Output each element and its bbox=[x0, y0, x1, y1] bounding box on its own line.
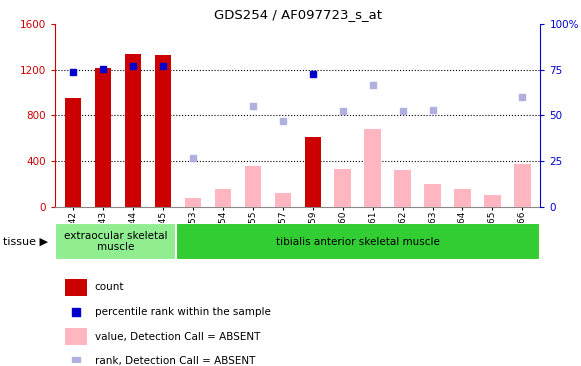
Bar bbox=[394, 170, 411, 207]
Bar bbox=[55, 223, 177, 260]
Title: GDS254 / AF097723_s_at: GDS254 / AF097723_s_at bbox=[214, 8, 382, 21]
Bar bbox=[245, 165, 261, 207]
Text: tissue ▶: tissue ▶ bbox=[3, 236, 48, 247]
Bar bbox=[454, 189, 471, 207]
Bar bbox=[335, 169, 351, 207]
Text: value, Detection Call = ABSENT: value, Detection Call = ABSENT bbox=[95, 332, 260, 342]
Text: tibialis anterior skeletal muscle: tibialis anterior skeletal muscle bbox=[277, 236, 440, 247]
Bar bbox=[304, 137, 321, 207]
Bar bbox=[65, 279, 87, 296]
Bar bbox=[95, 68, 112, 207]
Bar bbox=[125, 53, 141, 207]
Text: percentile rank within the sample: percentile rank within the sample bbox=[95, 307, 271, 317]
Bar bbox=[484, 195, 501, 207]
Bar bbox=[177, 223, 540, 260]
Bar bbox=[364, 129, 381, 207]
Text: count: count bbox=[95, 282, 124, 292]
Bar bbox=[214, 189, 231, 207]
Bar bbox=[65, 329, 87, 345]
Text: rank, Detection Call = ABSENT: rank, Detection Call = ABSENT bbox=[95, 355, 255, 366]
Bar bbox=[185, 198, 201, 207]
Bar bbox=[514, 164, 530, 207]
Bar bbox=[275, 193, 291, 207]
Text: extraocular skeletal
muscle: extraocular skeletal muscle bbox=[64, 231, 167, 253]
Bar bbox=[65, 98, 81, 207]
Bar bbox=[424, 184, 441, 207]
Bar bbox=[155, 55, 171, 207]
